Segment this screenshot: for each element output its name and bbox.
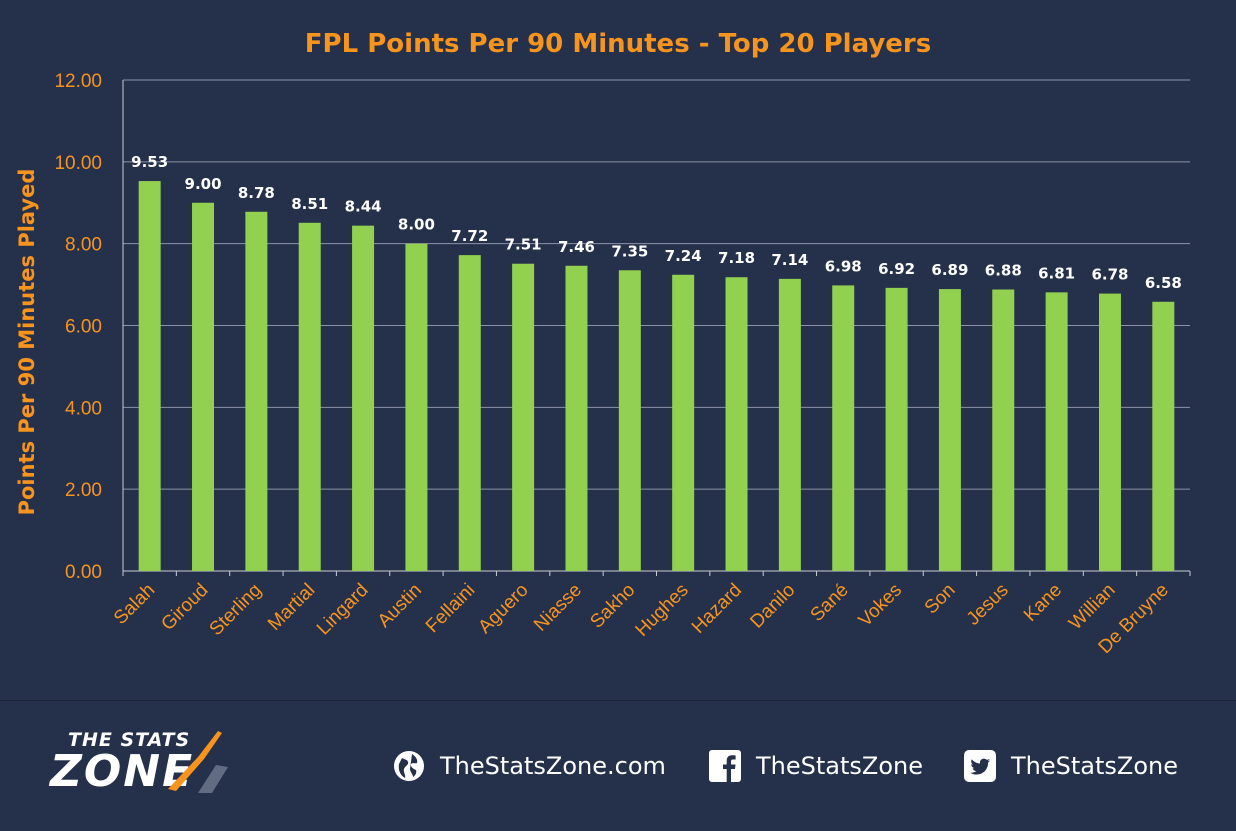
x-tick-label: Sané	[807, 580, 853, 626]
x-tick-label: Aguero	[474, 580, 532, 638]
bar-martial	[298, 222, 321, 571]
y-tick-label: 4.00	[65, 398, 102, 419]
y-axis-title: Points Per 90 Minutes Played	[15, 169, 39, 516]
data-label: 6.92	[878, 260, 915, 278]
x-tick-label: Fellaini	[422, 580, 479, 637]
logo-text-bottom: ZONE	[50, 746, 195, 797]
chart-title: FPL Points Per 90 Minutes - Top 20 Playe…	[305, 29, 931, 59]
bar-hazard	[725, 277, 748, 571]
data-label: 8.51	[291, 195, 328, 213]
website-link[interactable]: TheStatsZone.com	[392, 748, 666, 784]
data-label: 9.53	[131, 153, 168, 171]
x-tick-label: Danilo	[746, 580, 799, 633]
bar-willian	[1098, 293, 1121, 571]
data-label: 6.88	[985, 261, 1022, 279]
gridlines	[122, 79, 1191, 576]
bar-son	[938, 289, 961, 571]
bar-chart: FPL Points Per 90 Minutes - Top 20 Playe…	[15, 29, 1191, 658]
data-label: 6.89	[931, 261, 968, 279]
data-label: 7.35	[611, 242, 648, 260]
logo-swoosh-icon	[168, 731, 228, 793]
facebook-text: TheStatsZone	[756, 752, 924, 780]
y-tick-label: 6.00	[65, 317, 102, 338]
bar-giroud	[192, 202, 215, 571]
facebook-link[interactable]: TheStatsZone	[708, 748, 923, 784]
data-label: 7.46	[558, 238, 595, 256]
data-label: 7.18	[718, 249, 755, 267]
twitter-link[interactable]: TheStatsZone	[963, 748, 1178, 784]
data-label: 7.72	[451, 227, 488, 245]
twitter-text: TheStatsZone	[1011, 752, 1179, 780]
x-tick-label: Salah	[110, 580, 159, 629]
x-tick-label: Hazard	[688, 580, 746, 638]
data-label: 7.24	[665, 247, 702, 265]
data-label: 6.78	[1091, 266, 1128, 284]
bar-kane	[1045, 292, 1068, 571]
x-tick-label: Sterling	[206, 580, 266, 640]
x-tick-label: Austin	[374, 580, 426, 632]
y-tick-label: 0.00	[65, 562, 102, 583]
x-tick-label: Lingard	[313, 580, 373, 640]
bar-aguero	[512, 263, 535, 571]
bar-sterling	[245, 211, 268, 572]
bar-lingard	[352, 225, 375, 571]
bar-fellaini	[458, 255, 481, 571]
x-tick-label: Niasse	[530, 580, 586, 636]
data-label: 8.00	[398, 216, 435, 234]
bar-vokes	[885, 287, 908, 571]
data-label: 6.58	[1145, 274, 1182, 292]
x-tick-label: Martial	[264, 580, 319, 635]
chart-panel: FPL Points Per 90 Minutes - Top 20 Playe…	[0, 29, 1236, 701]
data-label: 6.98	[825, 257, 862, 275]
website-text: TheStatsZone.com	[440, 752, 666, 780]
bar-niasse	[565, 265, 588, 571]
x-tick-label: Vokes	[855, 580, 906, 631]
twitter-icon	[963, 749, 997, 783]
logo-text-top: THE STATS	[68, 729, 191, 751]
y-tick-label: 2.00	[65, 480, 102, 501]
data-label: 7.14	[771, 251, 808, 269]
data-label: 6.81	[1038, 264, 1075, 282]
y-tick-label: 12.00	[54, 71, 102, 92]
bar-sakho	[618, 270, 641, 571]
x-tick-label: Giroud	[157, 580, 212, 635]
x-tick-label: Sakho	[586, 580, 639, 633]
x-tick-label: Kane	[1020, 580, 1066, 626]
stats-zone-logo[interactable]: THE STATS ZONE	[48, 727, 263, 797]
bar-de-bruyne	[1152, 301, 1175, 571]
y-tick-label: 10.00	[54, 153, 102, 174]
x-tick-label: Son	[921, 580, 960, 619]
globe-icon	[392, 749, 426, 783]
x-tick-label: Jesus	[963, 580, 1013, 630]
bar-hughes	[672, 274, 695, 571]
bar-salah	[138, 181, 161, 572]
data-label: 7.51	[505, 236, 542, 254]
x-tick-label: Hughes	[632, 580, 693, 641]
bar-san-	[832, 285, 855, 571]
bar-austin	[405, 243, 428, 571]
bar-jesus	[992, 289, 1015, 571]
y-axis-ticks: 0.00 2.00 4.00 6.00 8.00 10.00 12.00	[54, 71, 102, 583]
facebook-icon	[708, 749, 742, 783]
y-tick-label: 8.00	[65, 235, 102, 256]
data-label: 8.78	[238, 184, 275, 202]
bar-danilo	[778, 278, 801, 571]
footer	[0, 701, 1236, 831]
data-labels: 9.53 9.00 8.78 8.51 8.44 8.00 7.72 7.51 7.46 7.35…	[131, 153, 1182, 292]
data-label: 8.44	[345, 198, 382, 216]
data-label: 9.00	[185, 175, 222, 193]
bars	[138, 181, 1175, 572]
